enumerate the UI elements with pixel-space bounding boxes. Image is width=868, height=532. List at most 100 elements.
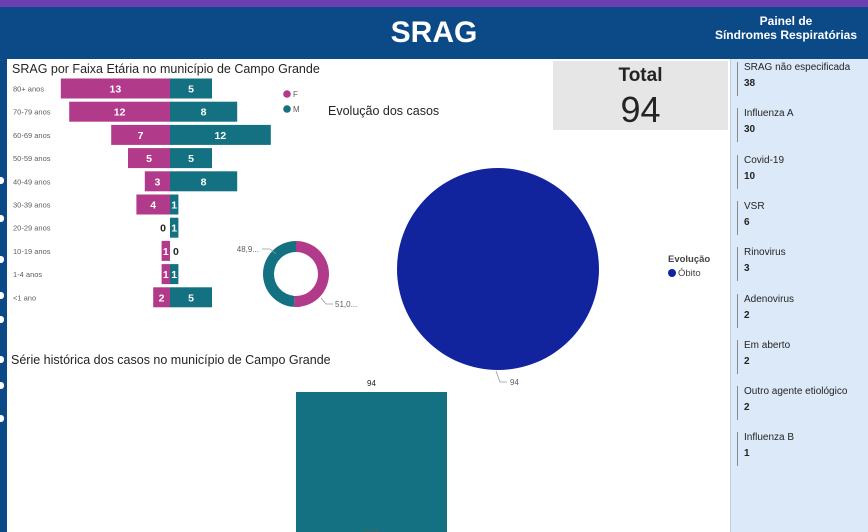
female-bar[interactable]: [136, 194, 170, 215]
female-data-label: 1: [163, 246, 169, 258]
male-bar[interactable]: [170, 264, 179, 285]
donut-label-male: 48,9...: [237, 245, 259, 254]
history-bar-data-label: 94: [367, 379, 376, 388]
rail-handle[interactable]: [0, 415, 4, 422]
male-bar[interactable]: [170, 124, 271, 145]
agent-item[interactable]: Em aberto 2: [737, 339, 865, 374]
agent-item[interactable]: Rinovirus 3: [737, 247, 865, 282]
total-card[interactable]: Total 94: [553, 61, 728, 130]
female-data-label: 5: [146, 153, 152, 165]
male-data-label: 8: [201, 107, 207, 119]
male-bar[interactable]: [170, 148, 212, 169]
donut-leader-female: [320, 297, 333, 305]
donut-label-female: 51,0...: [335, 300, 357, 309]
rail-handle[interactable]: [0, 382, 4, 389]
agent-item[interactable]: Outro agente etiológico 2: [737, 386, 865, 421]
male-data-label: 5: [188, 292, 194, 304]
female-bar[interactable]: [161, 240, 170, 261]
male-bar[interactable]: [170, 287, 212, 308]
female-bar[interactable]: [161, 264, 170, 285]
rail-handle[interactable]: [0, 177, 4, 184]
agent-item[interactable]: Influenza A 30: [737, 108, 865, 143]
legend-female-dot: [283, 90, 291, 98]
agent-count: 38: [744, 78, 756, 89]
male-data-label: 1: [171, 200, 177, 212]
agent-name: Outro agente etiológico: [744, 386, 848, 398]
agent-name: SRAG não especificada: [744, 62, 851, 73]
left-filter-rail[interactable]: [0, 59, 7, 532]
agent-item[interactable]: VSR 6: [737, 200, 865, 235]
sidebar-divider: [730, 59, 731, 532]
rail-handle[interactable]: [0, 256, 4, 263]
age-tick-label: 10-19 anos: [13, 247, 51, 256]
donut-leader-male: [262, 248, 277, 255]
history-bar[interactable]: [296, 392, 447, 532]
agent-count: 30: [744, 124, 756, 136]
female-data-label: 12: [114, 107, 126, 119]
agent-item[interactable]: SRAG não especificada 38: [737, 62, 865, 96]
female-bar[interactable]: [69, 101, 170, 122]
rail-handle[interactable]: [0, 215, 4, 222]
agent-count: 2: [744, 309, 750, 321]
age-tick-label: 60-69 anos: [13, 131, 51, 140]
female-bar[interactable]: [60, 78, 170, 99]
evolution-legend-title: Evolução: [668, 254, 711, 265]
female-data-label: 4: [150, 200, 156, 212]
donut-slice-female[interactable]: [293, 241, 329, 308]
panel-subtitle: Painel de Síndromes Respiratórias: [706, 14, 866, 42]
male-data-label: 12: [215, 130, 227, 142]
male-data-label: 1: [171, 223, 177, 235]
evolution-pie-slice-obito[interactable]: [397, 168, 599, 370]
agent-name: Covid-19: [744, 154, 785, 166]
age-tick-label: 80+ anos: [13, 85, 44, 94]
age-tick-label: 40-49 anos: [13, 177, 51, 186]
agent-count: 6: [744, 216, 750, 228]
legend-female-label[interactable]: F: [293, 90, 298, 99]
panel-subtitle-line1: Painel de: [759, 14, 813, 28]
rail-handle[interactable]: [0, 316, 4, 323]
page-title: SRAG: [390, 16, 478, 49]
rail-handle[interactable]: [0, 356, 4, 363]
age-tick-label: 20-29 anos: [13, 224, 51, 233]
male-bar[interactable]: [170, 78, 212, 99]
age-pyramid-title: SRAG por Faixa Etária no município de Ca…: [12, 62, 320, 76]
agent-name: Influenza B: [744, 432, 795, 444]
agent-name: Influenza A: [744, 108, 794, 120]
female-bar[interactable]: [144, 171, 170, 192]
history-chart-title: Série histórica dos casos no município d…: [11, 353, 331, 367]
evolution-legend-item[interactable]: Óbito: [668, 268, 701, 279]
male-data-label: 5: [188, 153, 194, 165]
agent-count: 3: [744, 263, 750, 275]
female-data-label: 2: [159, 292, 165, 304]
agent-name: Adenovirus: [744, 293, 795, 305]
agent-count: 2: [744, 355, 750, 367]
legend-male-label[interactable]: M: [293, 105, 300, 114]
agent-item[interactable]: Adenovirus 2: [737, 293, 865, 328]
agent-item[interactable]: Covid-19 10: [737, 154, 865, 189]
donut-slice-male[interactable]: [262, 241, 296, 307]
female-bar[interactable]: [128, 148, 170, 169]
age-tick-label: <1 ano: [13, 293, 36, 302]
agent-count: 10: [744, 170, 756, 182]
total-value: 94: [620, 89, 661, 130]
male-bar[interactable]: [170, 171, 238, 192]
obito-legend-dot: [668, 269, 676, 277]
agent-name: Rinovirus: [744, 247, 786, 259]
male-bar[interactable]: [170, 101, 238, 122]
rail-handle[interactable]: [0, 292, 4, 299]
age-tick-label: 30-39 anos: [13, 201, 51, 210]
evolution-pie-leader: [495, 370, 507, 383]
male-bar[interactable]: [170, 194, 179, 215]
female-data-label: 13: [110, 84, 122, 96]
female-bar[interactable]: [153, 287, 170, 308]
total-label: Total: [618, 65, 663, 86]
male-bar[interactable]: [170, 217, 179, 238]
female-bar[interactable]: [111, 124, 170, 145]
history-x-tick-label: 2025: [363, 529, 381, 532]
agent-item[interactable]: Influenza B 1: [737, 432, 865, 467]
age-tick-label: 1-4 anos: [13, 270, 42, 279]
male-data-label: 8: [201, 176, 207, 188]
female-data-label: 1: [163, 269, 169, 281]
male-data-label: 0: [173, 246, 179, 258]
